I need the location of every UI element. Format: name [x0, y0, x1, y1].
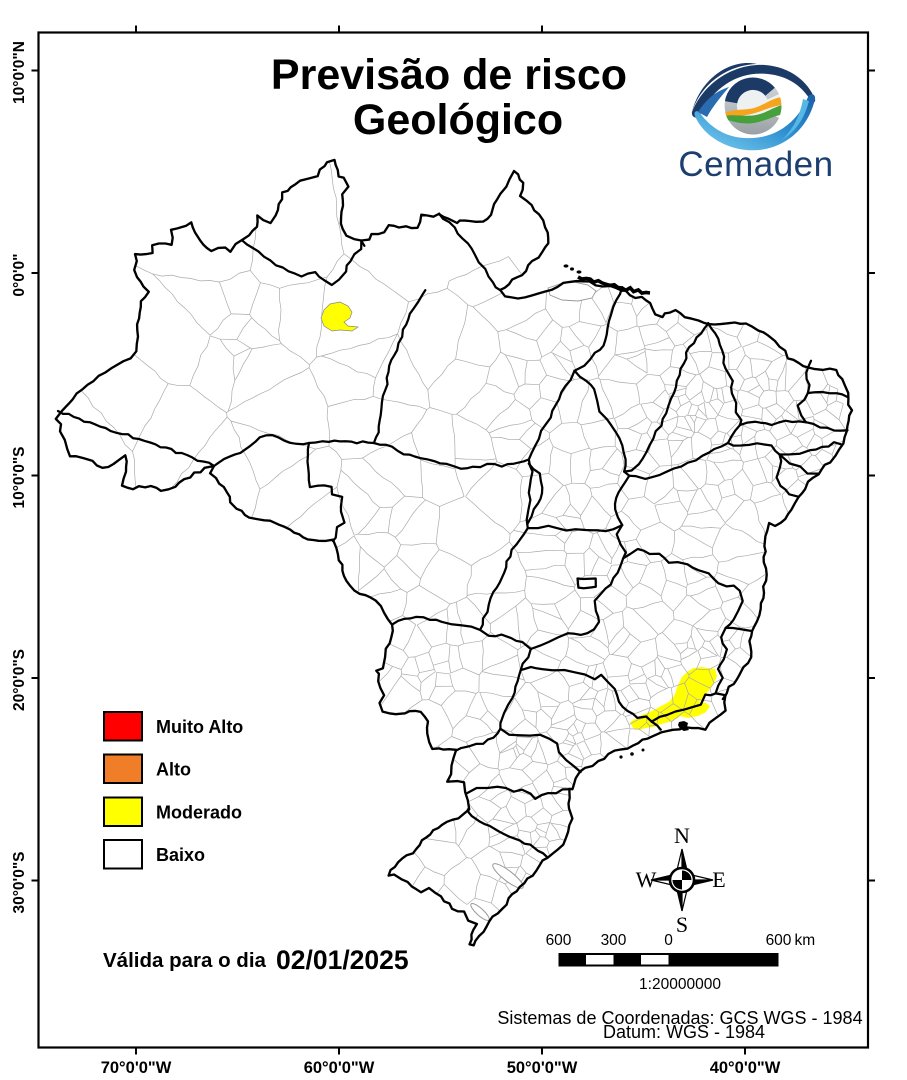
- svg-text:Válida para o dia: Válida para o dia: [103, 949, 267, 972]
- svg-text:20°0'0"S: 20°0'0"S: [11, 649, 28, 711]
- svg-text:Geológico: Geológico: [353, 96, 563, 144]
- svg-text:600: 600: [546, 932, 572, 949]
- svg-text:Previsão de risco: Previsão de risco: [271, 51, 627, 99]
- svg-text:40°0'0"W: 40°0'0"W: [710, 1059, 781, 1077]
- svg-text:km: km: [795, 932, 816, 949]
- svg-text:Alto: Alto: [156, 760, 191, 780]
- svg-text:50°0'0"W: 50°0'0"W: [507, 1059, 578, 1077]
- svg-text:Datum: WGS - 1984: Datum: WGS - 1984: [603, 1022, 765, 1042]
- svg-text:Baixo: Baixo: [156, 845, 205, 865]
- svg-text:Sistemas de Coordenadas: GCS W: Sistemas de Coordenadas: GCS WGS - 1984: [497, 1008, 862, 1028]
- svg-text:S: S: [676, 912, 688, 937]
- svg-text:30°0'0"S: 30°0'0"S: [11, 851, 28, 913]
- svg-text:1:20000000: 1:20000000: [639, 976, 721, 993]
- svg-text:02/01/2025: 02/01/2025: [276, 945, 409, 975]
- svg-text:N: N: [674, 823, 690, 848]
- svg-text:Cemaden: Cemaden: [678, 145, 833, 184]
- svg-text:W: W: [636, 867, 657, 892]
- svg-text:600: 600: [766, 932, 792, 949]
- svg-text:60°0'0"W: 60°0'0"W: [304, 1059, 375, 1077]
- svg-text:70°0'0"W: 70°0'0"W: [101, 1059, 172, 1077]
- svg-text:Muito Alto: Muito Alto: [156, 717, 243, 737]
- svg-text:300: 300: [601, 932, 627, 949]
- svg-text:0: 0: [664, 932, 673, 949]
- svg-text:Moderado: Moderado: [156, 803, 242, 823]
- svg-text:10°0'0"N: 10°0'0"N: [11, 41, 28, 104]
- svg-text:10°0'0"S: 10°0'0"S: [11, 446, 28, 508]
- svg-text:0°0'0": 0°0'0": [11, 253, 28, 296]
- svg-text:E: E: [712, 867, 725, 892]
